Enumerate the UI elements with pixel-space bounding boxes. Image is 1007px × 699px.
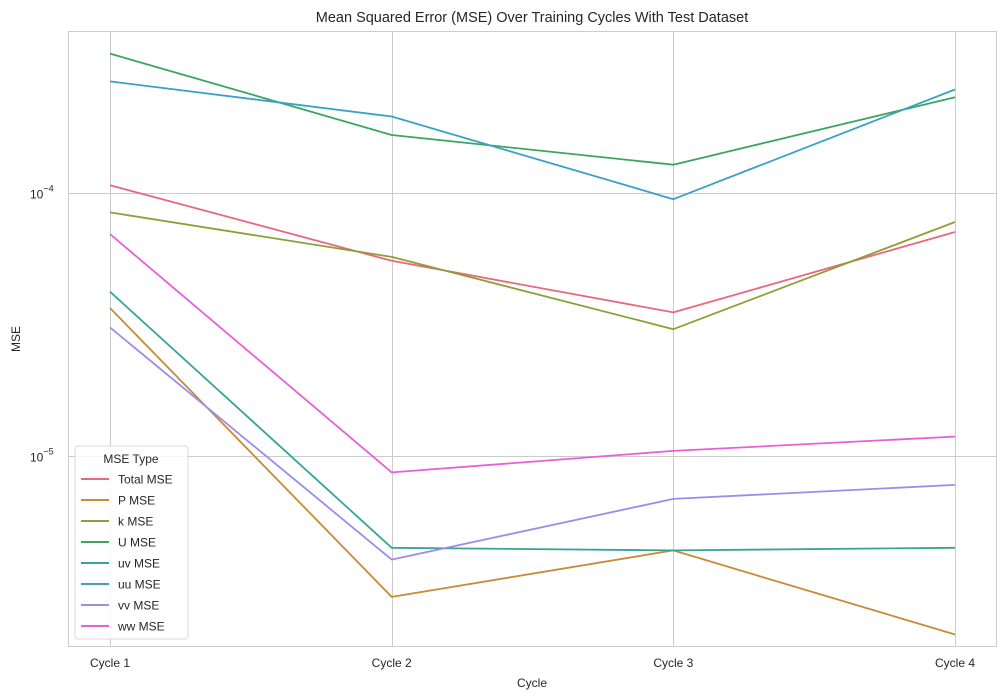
legend-label: k MSE	[118, 515, 153, 529]
x-tick-label: Cycle 1	[90, 656, 130, 670]
series-line-uu-mse	[109, 80, 956, 201]
y-tick-labels: 10−5 10−4	[30, 184, 54, 465]
legend-title: MSE Type	[103, 452, 158, 466]
legend-label: P MSE	[118, 494, 155, 508]
x-tick-label: Cycle 2	[372, 656, 412, 670]
x-axis-label: Cycle	[517, 676, 547, 690]
plot-frame	[68, 31, 997, 647]
series-line-uv-mse	[109, 291, 956, 552]
x-grid	[110, 31, 956, 647]
series-line-p-mse	[109, 307, 956, 636]
y-grid	[68, 193, 997, 457]
series-line-vv-mse	[109, 326, 956, 561]
legend-label: ww MSE	[117, 620, 165, 634]
y-tick-label: 10−5	[30, 447, 54, 465]
chart-title: Mean Squared Error (MSE) Over Training C…	[316, 10, 748, 26]
plot-area	[68, 31, 997, 647]
x-tick-label: Cycle 4	[935, 656, 975, 670]
legend-label: uu MSE	[118, 578, 161, 592]
series-line-u-mse	[109, 52, 956, 166]
legend-label: U MSE	[118, 536, 156, 550]
legend: MSE Type Total MSE P MSE k MSE U MSE uv MSE u…	[74, 445, 189, 640]
series-line-ww-mse	[109, 233, 956, 474]
legend-label: vv MSE	[118, 599, 159, 613]
y-tick-label: 10−4	[30, 184, 54, 202]
series-line-k-mse	[109, 211, 956, 331]
x-tick-labels: Cycle 1 Cycle 2 Cycle 3 Cycle 4	[90, 656, 975, 670]
y-axis-label: MSE	[9, 326, 23, 352]
legend-box	[74, 445, 189, 640]
legend-items: Total MSE P MSE k MSE U MSE uv MSE uu MSE vv M…	[81, 473, 173, 634]
series-lines	[109, 52, 956, 636]
series-line-total-mse	[109, 184, 956, 314]
legend-label: uv MSE	[118, 557, 160, 571]
legend-label: Total MSE	[118, 473, 173, 487]
x-tick-label: Cycle 3	[653, 656, 693, 670]
